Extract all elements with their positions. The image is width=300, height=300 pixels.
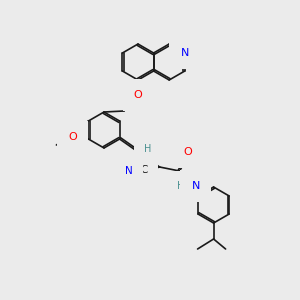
Text: N: N (125, 166, 133, 176)
Text: O: O (68, 132, 77, 142)
Text: O: O (183, 147, 192, 157)
Text: H: H (144, 144, 151, 154)
Text: N: N (181, 48, 189, 58)
Text: N: N (192, 181, 200, 191)
Text: C: C (140, 165, 147, 175)
Text: O: O (134, 90, 142, 100)
Text: H: H (177, 181, 184, 191)
